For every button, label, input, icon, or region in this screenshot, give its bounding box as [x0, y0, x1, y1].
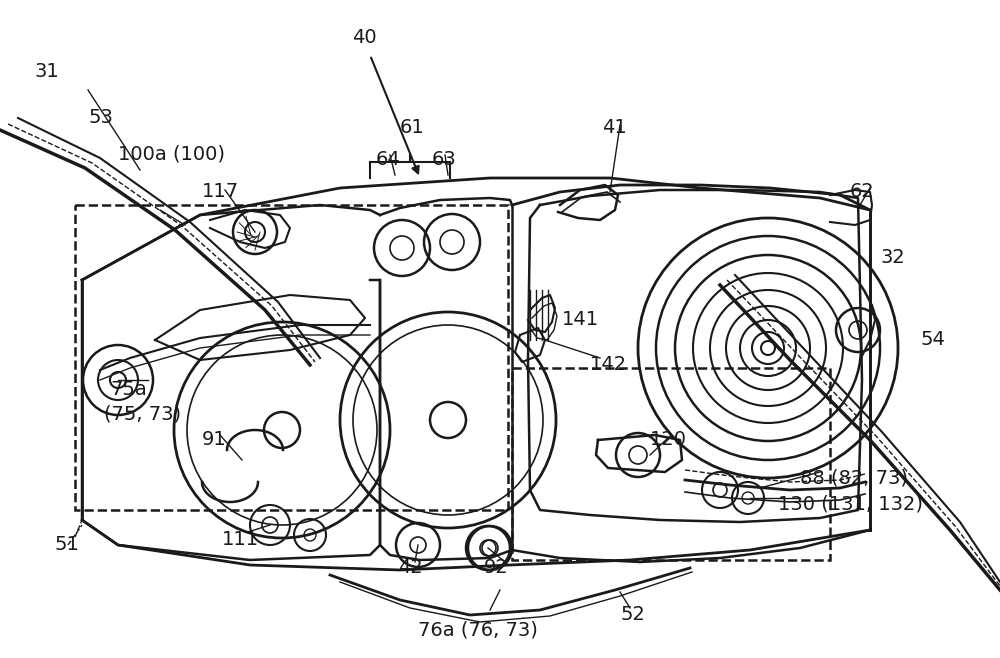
Text: 88 (82, 73): 88 (82, 73)	[800, 468, 908, 487]
Text: 76a (76, 73): 76a (76, 73)	[418, 620, 538, 639]
Text: 63: 63	[432, 150, 457, 169]
Text: 100a (100): 100a (100)	[118, 145, 225, 164]
Text: 61: 61	[400, 118, 425, 137]
Text: 91: 91	[202, 430, 227, 449]
Bar	[512, 368, 830, 560]
Text: 111: 111	[222, 530, 259, 549]
Text: 51: 51	[55, 535, 80, 554]
Text: 40: 40	[352, 28, 377, 47]
Text: 141: 141	[562, 310, 599, 329]
Text: (75, 73): (75, 73)	[104, 405, 181, 424]
Text: 142: 142	[590, 355, 627, 374]
Text: 41: 41	[602, 118, 627, 137]
Text: 120: 120	[650, 430, 687, 449]
Bar	[75, 205, 508, 510]
Text: 64: 64	[376, 150, 401, 169]
Text: 92: 92	[484, 558, 509, 577]
Text: 53: 53	[88, 108, 113, 127]
Text: 42: 42	[398, 558, 423, 577]
Text: 75a: 75a	[110, 380, 147, 399]
Text: 54: 54	[920, 330, 945, 349]
Text: 117: 117	[202, 182, 239, 201]
Text: 52: 52	[620, 605, 645, 624]
Text: 62: 62	[850, 182, 875, 201]
Text: 32: 32	[880, 248, 905, 267]
Text: 130 (131, 132): 130 (131, 132)	[778, 495, 923, 514]
Text: 31: 31	[35, 62, 60, 81]
